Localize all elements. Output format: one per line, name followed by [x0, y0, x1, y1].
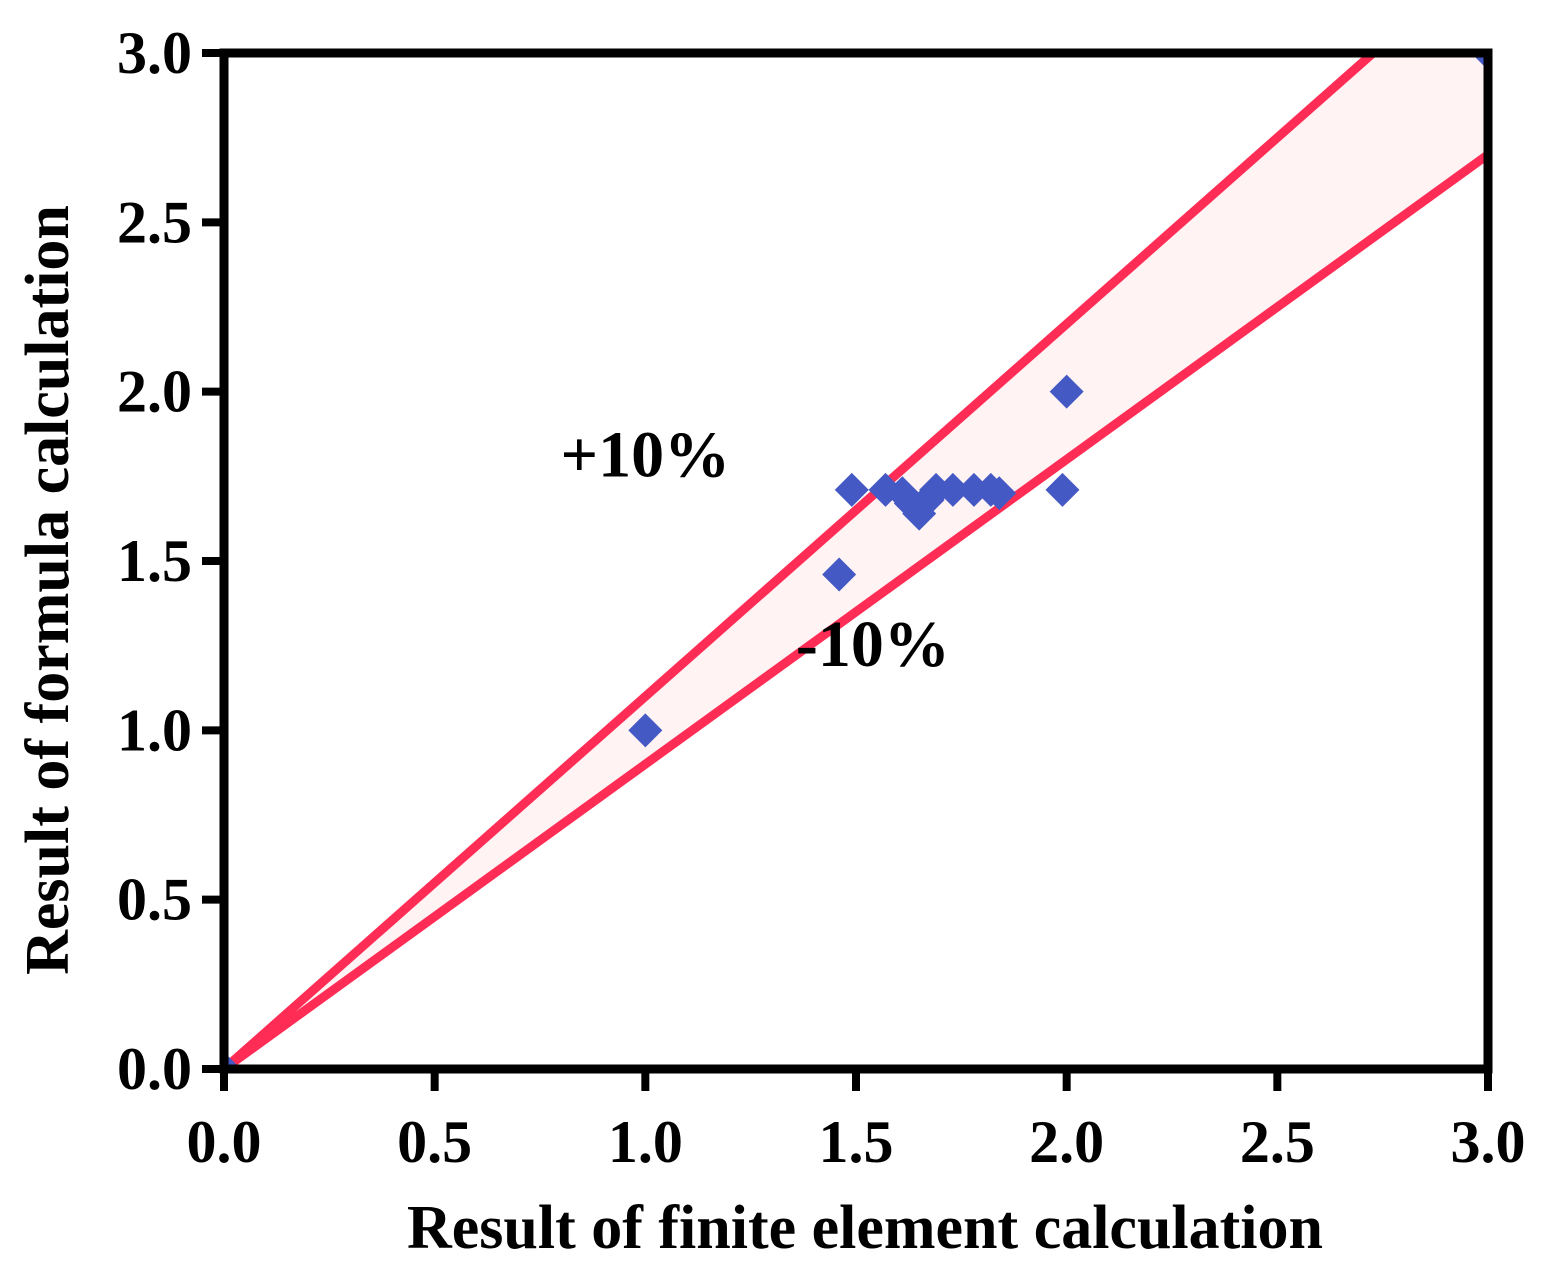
lower-bound-line [224, 150, 1488, 1069]
y-tick-label-6: 2.5 [117, 189, 192, 255]
annotations-layer: +10% -10% [561, 418, 950, 681]
y-tick-label-2: 0.5 [117, 867, 192, 933]
tolerance-lines-layer [224, 53, 1488, 1069]
annotation-plus-10: +10% [561, 418, 731, 491]
data-points-layer [224, 53, 1488, 1069]
x-tick-label-3: 1.0 [608, 1109, 683, 1175]
y-tick-label-7: 3.0 [117, 20, 192, 86]
x-tick-label-1: 0.0 [187, 1109, 262, 1175]
upper-bound-line [224, 53, 1380, 1069]
x-tick-label-2: 0.5 [397, 1109, 472, 1175]
x-axis-title: Result of finite element calculation [407, 1194, 1323, 1262]
x-tick-label-4: 1.5 [819, 1109, 894, 1175]
x-tick-label-5: 2.0 [1029, 1109, 1104, 1175]
y-tick-label-3: 1.0 [117, 697, 192, 763]
annotation-minus-10: -10% [796, 608, 950, 681]
data-point-16 [1049, 374, 1084, 409]
data-point-2 [628, 713, 663, 748]
data-point-15 [1045, 472, 1080, 507]
data-point-4 [834, 472, 869, 507]
y-tick-label-1: 0.0 [117, 1036, 192, 1102]
x-tick-label-7: 3.0 [1451, 1109, 1526, 1175]
tolerance-band [224, 53, 1488, 1069]
data-point-11 [935, 472, 970, 507]
data-point-14 [982, 476, 1017, 511]
axis-ticks-layer: 0.0 0.5 1.0 1.5 2.0 2.5 3.0 0.0 0.5 1.0 1.5 2.0 2.5 3… [117, 20, 1526, 1175]
data-point-3 [822, 557, 857, 592]
y-tick-label-5: 2.0 [117, 359, 192, 425]
y-tick-label-4: 1.5 [117, 528, 192, 594]
y-axis-title: Result of formula calculation [14, 205, 82, 975]
tolerance-band-layer [224, 53, 1488, 1069]
x-tick-label-6: 2.5 [1240, 1109, 1315, 1175]
